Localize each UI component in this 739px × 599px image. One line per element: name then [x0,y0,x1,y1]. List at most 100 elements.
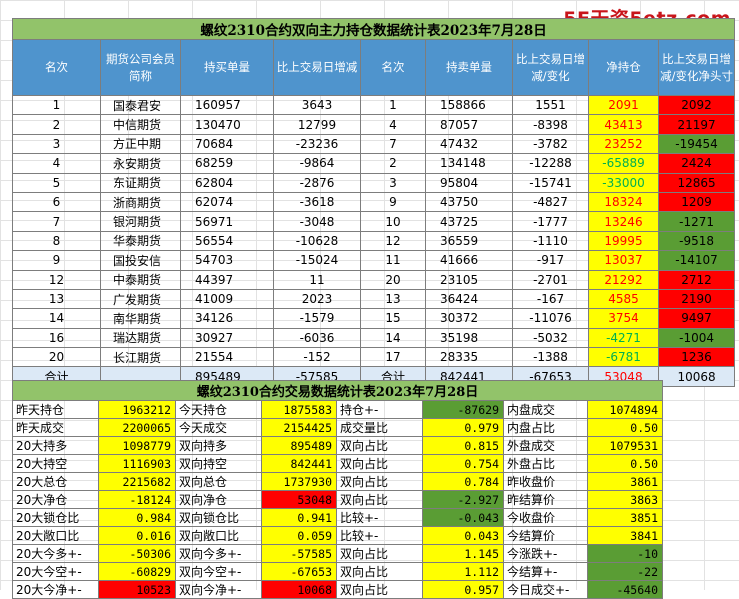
label-3: 比较+- [336,526,423,545]
label-1: 20大总仓 [12,472,99,491]
net-position: -33000 [588,172,659,193]
member-name: 广发期货 [100,288,181,310]
rank: 3 [12,133,101,155]
member-name: 中信期货 [100,114,181,135]
buy-change: -1579 [273,308,361,329]
label-4: 内盘成交 [503,400,588,419]
stats-title-row: 螺纹2310合约交易数据统计表2023年7月28日 [12,380,663,401]
sell-change: -5032 [512,327,589,349]
value-4: -10 [587,544,663,563]
net-change: -14107 [657,250,736,271]
position-ranking-table: 螺纹2310合约双向主力持仓数据统计表2023年7月28日 名次 期货公司会员简… [11,18,736,387]
net-position: 4585 [588,288,659,310]
label-3: 成交量比 [336,418,423,437]
header-member: 期货公司会员简称 [100,39,181,96]
value-1: 2200065 [98,418,176,437]
label-2: 今天持仓 [175,400,262,419]
table-row: 8 华泰期货 56554 -10628 12 36559 -1110 19995 -9518 [12,230,736,252]
member-name: 中泰期货 [100,269,181,290]
net-change: -1004 [657,327,736,349]
member-name: 永安期货 [100,153,181,174]
label-4: 今结算价 [503,526,588,545]
label-3: 双向占比 [336,544,423,563]
value-1: 1098779 [98,436,176,455]
value-4: 3861 [587,472,663,491]
label-4: 今结算+- [503,562,588,581]
net-position: -6781 [588,347,659,368]
value-4: -22 [587,562,663,581]
label-3: 比较+- [336,508,423,527]
header-sell: 持卖单量 [425,39,513,96]
label-3: 双向占比 [336,436,423,455]
net-change: 9497 [657,308,736,329]
value-2: 1737930 [261,472,337,491]
value-3: -2.927 [422,490,504,509]
rank: 13 [12,288,101,310]
label-2: 双向今多+- [175,544,262,563]
label-2: 双向今空+- [175,562,262,581]
member-name: 华泰期货 [100,230,181,252]
header-rank: 名次 [12,39,101,96]
label-4: 外盘占比 [503,454,588,473]
table-row: 4 永安期货 68259 -9864 2 134148 -12288 -65889 2424 [12,153,736,174]
rank-2: 2 [360,153,426,174]
total-net-change: 10068 [657,366,736,387]
rank: 9 [12,250,101,271]
rank: 4 [12,153,101,174]
label-2: 双向持空 [175,454,262,473]
net-position: 21292 [588,269,659,290]
net-change: -9518 [657,230,736,252]
table-row: 14 南华期货 34126 -1579 15 30372 -11076 3754 9497 [12,308,736,329]
member-name: 浙商期货 [100,191,181,213]
table-row: 9 国投安信 54703 -15024 11 41666 -917 13037 -14107 [12,250,736,271]
label-1: 20大今空+- [12,562,99,581]
sell-change: -15741 [512,172,589,193]
buy-change: -152 [273,347,361,368]
table-row: 5 东证期货 62804 -2876 3 95804 -15741 -33000 12865 [12,172,736,193]
net-change: -1271 [657,211,736,232]
buy-change: -9864 [273,153,361,174]
value-3: 0.979 [422,418,504,437]
net-position: -65889 [588,153,659,174]
label-2: 双向敞口比 [175,526,262,545]
header-rank-2: 名次 [360,39,426,96]
label-4: 外盘成交 [503,436,588,455]
value-1: -60829 [98,562,176,581]
buy-change: -15024 [273,250,361,271]
value-2: 0.941 [261,508,337,527]
header-row: 名次 期货公司会员简称 持买单量 比上交易日增减 名次 持卖单量 比上交易日增减… [12,39,736,96]
buy-change: -2876 [273,172,361,193]
member-name: 银河期货 [100,211,181,232]
net-change: 2712 [657,269,736,290]
sell-change: -12288 [512,153,589,174]
value-3: 0.784 [422,472,504,491]
label-1: 20大持空 [12,454,99,473]
net-position: 19995 [588,230,659,252]
table-row: 6 浙商期货 62074 -3618 9 43750 -4827 18324 1209 [12,191,736,213]
stats-row: 20大净仓 -18124 双向净仓 53048 双向占比 -2.927 昨结算价 3863 [12,490,663,509]
rank-2: 4 [360,114,426,135]
net-change: 2092 [657,94,736,116]
value-1: 1963212 [98,400,176,419]
value-2: 53048 [261,490,337,509]
label-1: 20大净仓 [12,490,99,509]
rank-2: 17 [360,347,426,368]
sell-volume: 43725 [425,211,513,232]
label-4: 内盘占比 [503,418,588,437]
sell-change: -167 [512,288,589,310]
buy-volume: 130470 [180,114,274,135]
label-4: 昨结算价 [503,490,588,509]
label-3: 双向占比 [336,562,423,581]
label-2: 今天成交 [175,418,262,437]
net-position: 18324 [588,191,659,213]
value-4: 1074894 [587,400,663,419]
sell-volume: 158866 [425,94,513,116]
rank: 20 [12,347,101,368]
value-4: 3851 [587,508,663,527]
label-3: 持仓+- [336,400,423,419]
value-3: -0.043 [422,508,504,527]
member-name: 瑞达期货 [100,327,181,349]
value-2: 895489 [261,436,337,455]
net-change: 21197 [657,114,736,135]
table-row: 13 广发期货 41009 2023 13 36424 -167 4585 2190 [12,288,736,310]
